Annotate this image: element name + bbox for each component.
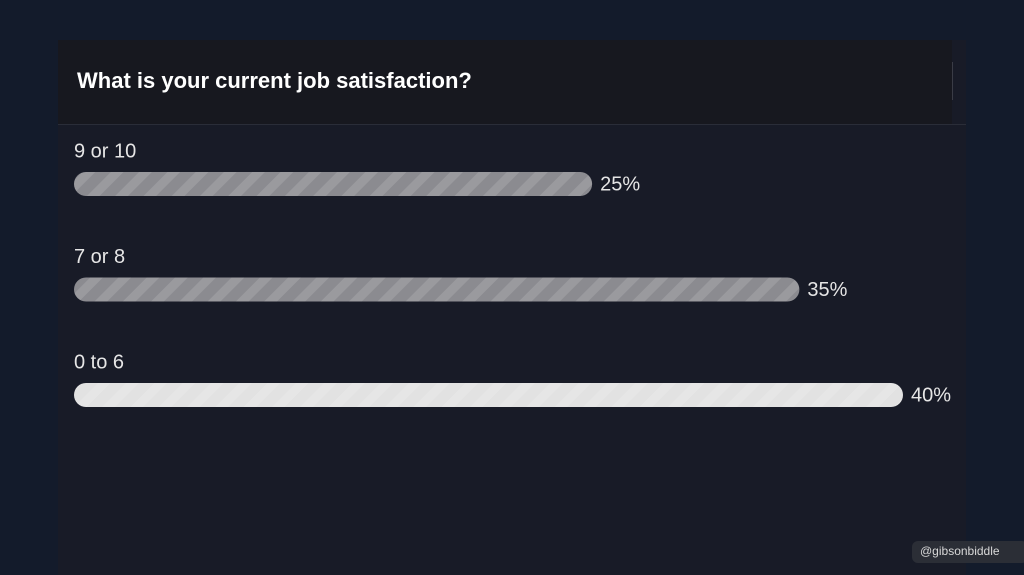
bar-stripes [74,277,800,302]
bar-stripes [74,172,593,196]
option-label: 7 or 8 [74,246,125,268]
poll-panel [58,40,966,575]
watermark: @gibsonbiddle [920,544,1000,558]
option-label: 9 or 10 [74,140,136,162]
option-label: 0 to 6 [74,351,124,373]
bar-stripes [74,383,903,407]
poll-header [58,40,952,124]
value-label: 40% [911,384,951,406]
value-label: 35% [807,279,847,301]
value-label: 25% [600,173,640,195]
poll-options: 9 or 10 25% 7 or 8 35% 0 to 6 40% [74,140,951,407]
poll-title: What is your current job satisfaction? [77,68,472,93]
watermark-badge [912,541,1024,563]
